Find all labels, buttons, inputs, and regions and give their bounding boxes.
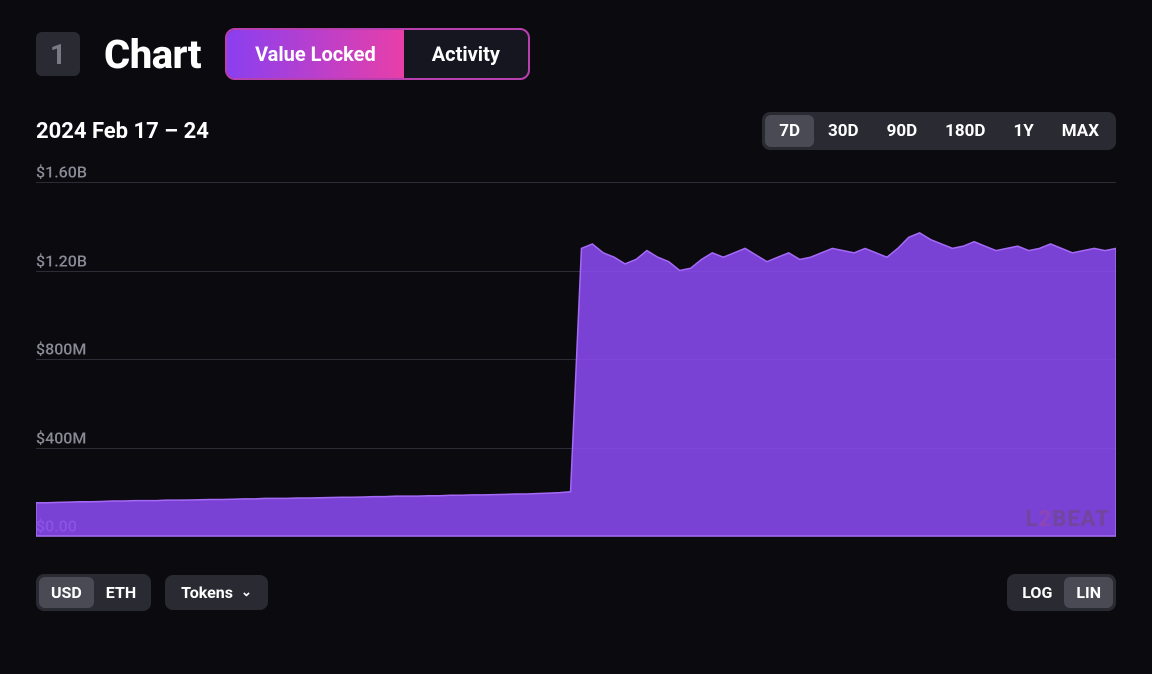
area-path [36,233,1116,536]
scale-log[interactable]: LOG [1010,577,1064,608]
range-1y[interactable]: 1Y [999,115,1047,147]
rank-badge: 1 [36,32,80,76]
footer-row: USDETH Tokens ⌄ LOGLIN [36,574,1116,611]
scale-toggle: LOGLIN [1007,574,1116,611]
currency-usd[interactable]: USD [39,577,94,608]
range-7d[interactable]: 7D [765,115,814,147]
tokens-dropdown[interactable]: Tokens ⌄ [165,575,268,610]
subheader-row: 2024 Feb 17 – 24 7D30D90D180D1YMAX [36,112,1116,150]
tab-value-locked[interactable]: Value Locked [227,30,404,78]
chevron-down-icon: ⌄ [241,585,252,600]
range-30d[interactable]: 30D [814,115,873,147]
range-180d[interactable]: 180D [931,115,999,147]
chart-area: $1.60B$1.20B$800M$400M$0.00 L2BEAT [36,164,1116,556]
currency-eth[interactable]: ETH [94,577,148,608]
time-range-selector: 7D30D90D180D1YMAX [762,112,1116,150]
date-range-label: 2024 Feb 17 – 24 [36,119,209,144]
tab-activity[interactable]: Activity [404,30,528,78]
currency-toggle: USDETH [36,574,151,611]
metric-tabs: Value LockedActivity [225,28,530,80]
area-chart [36,164,1116,556]
range-max[interactable]: MAX [1048,115,1113,147]
watermark: L2BEAT [1026,507,1110,532]
scale-lin[interactable]: LIN [1064,577,1113,608]
range-90d[interactable]: 90D [873,115,932,147]
page-title: Chart [104,31,201,78]
tokens-label: Tokens [181,583,233,602]
header-row: 1 Chart Value LockedActivity [36,28,1116,80]
